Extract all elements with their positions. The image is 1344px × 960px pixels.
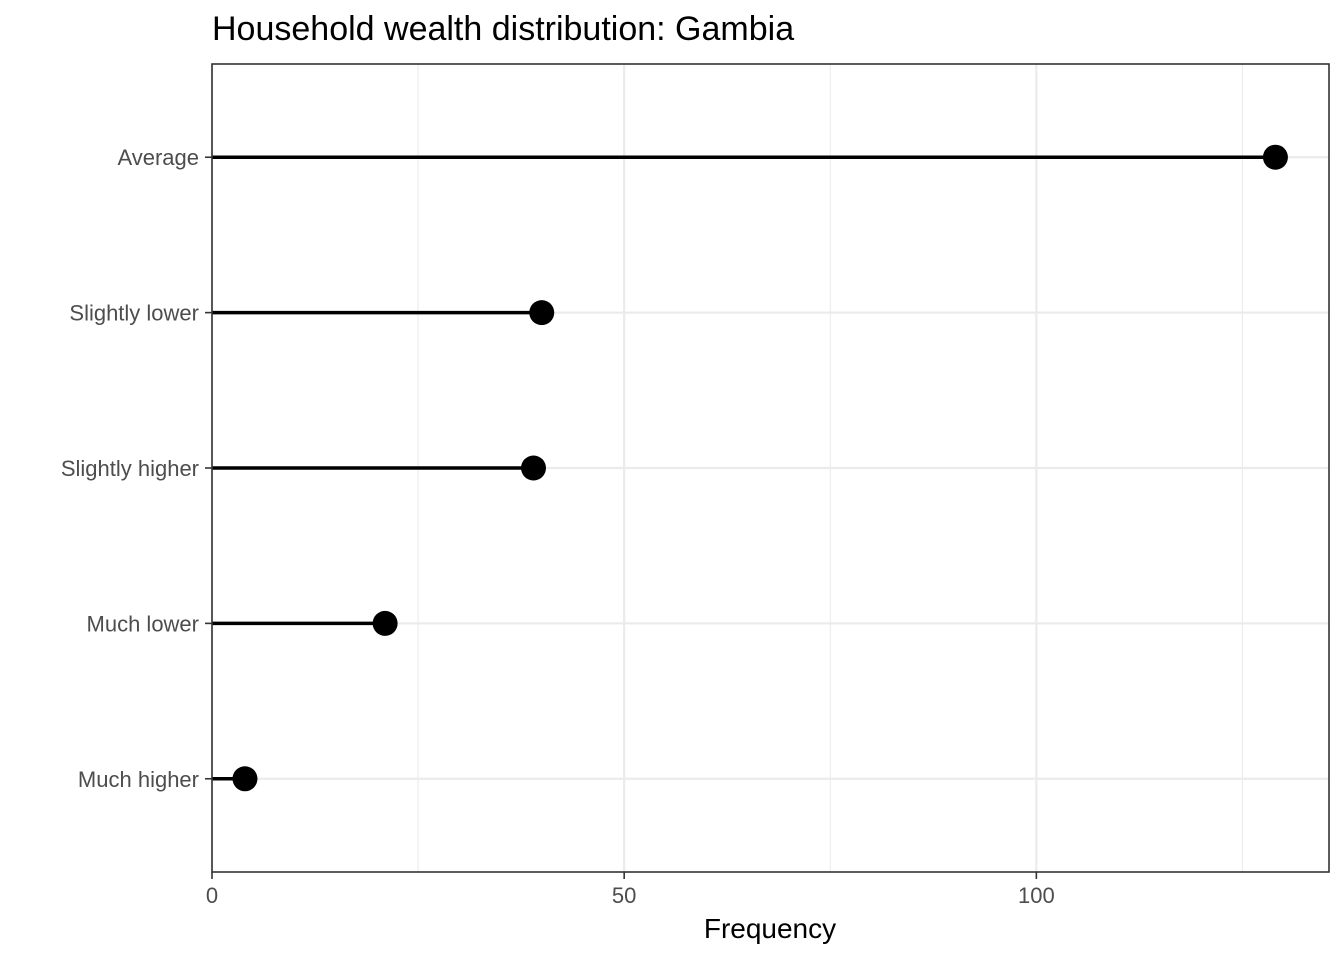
lollipop-point xyxy=(372,610,398,636)
x-tick-label: 0 xyxy=(206,883,218,908)
y-axis: Much higher Much lower Slightly higher Slig… xyxy=(61,145,212,792)
lollipop-point xyxy=(1262,144,1288,170)
y-tick-label: Much higher xyxy=(78,767,199,792)
lollipop-point xyxy=(232,766,258,792)
marks xyxy=(212,144,1288,792)
y-tick-label: Slightly higher xyxy=(61,456,199,481)
x-axis: 0 50 100 xyxy=(206,872,1055,908)
x-axis-title: Frequency xyxy=(704,913,836,944)
y-tick-label: Average xyxy=(117,145,199,170)
chart-title: Household wealth distribution: Gambia xyxy=(212,10,794,48)
lollipop-point xyxy=(520,455,546,481)
lollipop-point xyxy=(529,300,555,326)
x-tick-label: 50 xyxy=(612,883,636,908)
y-tick-label: Slightly lower xyxy=(69,301,199,326)
y-tick-label: Much lower xyxy=(87,611,199,636)
x-tick-label: 100 xyxy=(1018,883,1055,908)
